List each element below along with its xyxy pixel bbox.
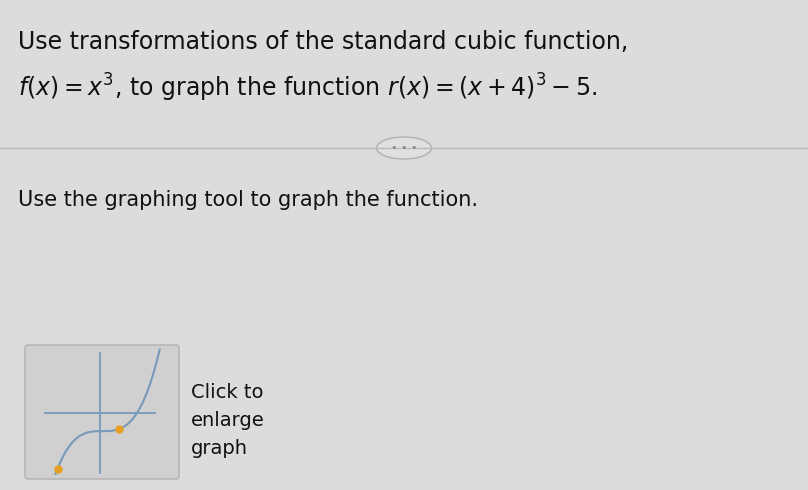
- Text: graph: graph: [191, 439, 248, 458]
- Text: enlarge: enlarge: [191, 411, 265, 430]
- Text: $f(x)=x^3$, to graph the function $r(x)=(x+4)^3-5$.: $f(x)=x^3$, to graph the function $r(x)=…: [18, 72, 597, 104]
- Text: • • •: • • •: [391, 143, 417, 153]
- Text: Click to: Click to: [191, 383, 263, 402]
- Text: Use the graphing tool to graph the function.: Use the graphing tool to graph the funct…: [18, 190, 478, 210]
- Ellipse shape: [377, 137, 431, 159]
- FancyBboxPatch shape: [25, 345, 179, 479]
- Text: Use transformations of the standard cubic function,: Use transformations of the standard cubi…: [18, 30, 629, 54]
